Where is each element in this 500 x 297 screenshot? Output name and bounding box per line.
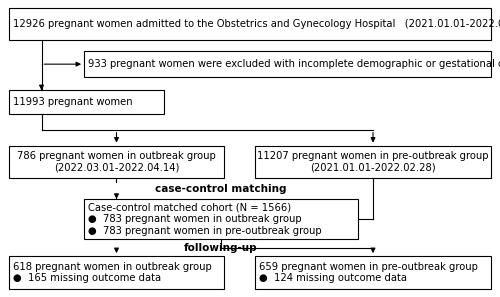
Text: 11993 pregnant women: 11993 pregnant women bbox=[13, 97, 132, 107]
FancyBboxPatch shape bbox=[84, 199, 358, 239]
FancyBboxPatch shape bbox=[9, 90, 164, 114]
FancyBboxPatch shape bbox=[9, 8, 491, 40]
Text: 12926 pregnant women admitted to the Obstetrics and Gynecology Hospital   (2021.: 12926 pregnant women admitted to the Obs… bbox=[13, 19, 500, 29]
FancyBboxPatch shape bbox=[84, 51, 491, 77]
Text: case-control matching: case-control matching bbox=[155, 184, 287, 195]
FancyBboxPatch shape bbox=[255, 256, 491, 289]
Text: 618 pregnant women in outbreak group
●  165 missing outcome data: 618 pregnant women in outbreak group ● 1… bbox=[13, 262, 212, 283]
Text: following-up: following-up bbox=[184, 243, 258, 253]
FancyBboxPatch shape bbox=[9, 146, 224, 178]
Text: 11207 pregnant women in pre-outbreak group
(2021.01.01-2022.02.28): 11207 pregnant women in pre-outbreak gro… bbox=[257, 151, 489, 173]
Text: 933 pregnant women were excluded with incomplete demographic or gestational data: 933 pregnant women were excluded with in… bbox=[88, 59, 500, 69]
Text: Case-control matched cohort (N = 1566)
●  783 pregnant women in outbreak group
●: Case-control matched cohort (N = 1566) ●… bbox=[88, 203, 322, 236]
Text: 659 pregnant women in pre-outbreak group
●  124 missing outcome data: 659 pregnant women in pre-outbreak group… bbox=[259, 262, 478, 283]
Text: 786 pregnant women in outbreak group
(2022.03.01-2022.04.14): 786 pregnant women in outbreak group (20… bbox=[17, 151, 216, 173]
FancyBboxPatch shape bbox=[255, 146, 491, 178]
FancyBboxPatch shape bbox=[9, 256, 224, 289]
